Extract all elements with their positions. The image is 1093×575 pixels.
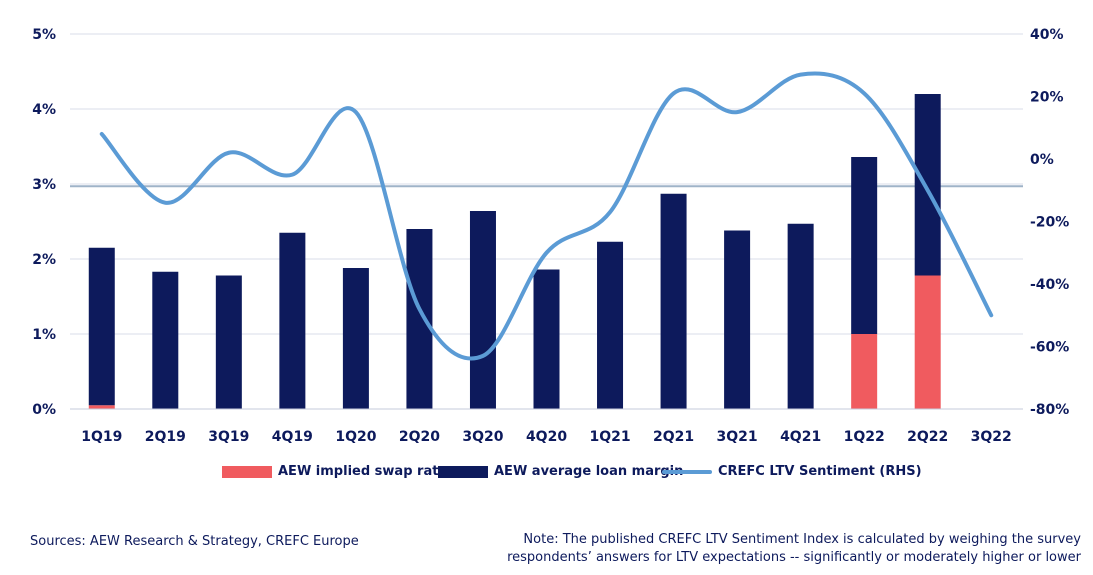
- right-tick-label: 0%: [1030, 152, 1054, 168]
- bar-loan-margin-4Q21: [787, 223, 814, 409]
- bar-loan-margin-3Q21: [724, 230, 751, 409]
- legend: AEW implied swap rate AEW average loan m…: [0, 464, 1093, 484]
- bar-loan-margin-2Q20: [406, 229, 433, 409]
- legend-swatch-swap-rate: [222, 465, 272, 478]
- right-tick-label: 20%: [1030, 90, 1064, 106]
- bar-swap-rate-2Q22: [914, 275, 941, 409]
- x-tick-label: 2Q21: [653, 429, 694, 445]
- legend-swatch-loan-margin: [438, 465, 488, 478]
- left-tick-label: 0%: [32, 402, 56, 418]
- left-tick-label: 5%: [32, 27, 56, 43]
- bar-loan-margin-3Q19: [215, 275, 242, 409]
- bars: [88, 94, 941, 409]
- bar-swap-rate-1Q19: [88, 405, 115, 409]
- bar-loan-margin-2Q21: [660, 193, 687, 409]
- bar-loan-margin-1Q22: [851, 157, 878, 334]
- x-tick-label: 1Q19: [81, 429, 122, 445]
- axes: 0% 1% 2% 3% 4% 5% -80% -60% -40% -20% 0% 20% 40% 1Q19…: [32, 27, 1069, 445]
- bar-loan-margin-1Q21: [597, 241, 624, 409]
- bar-loan-margin-3Q20: [469, 211, 496, 409]
- note-line-2: respondents’ answers for LTV expectation…: [507, 550, 1081, 565]
- note-line-1: Note: The published CREFC LTV Sentiment …: [523, 532, 1081, 547]
- right-tick-label: -40%: [1030, 277, 1069, 293]
- legend-swatch-ltv-sentiment: [662, 469, 712, 474]
- right-tick-label: 40%: [1030, 27, 1064, 43]
- right-tick-label: -60%: [1030, 340, 1069, 356]
- legend-item-ltv-sentiment: CREFC LTV Sentiment (RHS): [662, 464, 922, 479]
- note-text: Note: The published CREFC LTV Sentiment …: [441, 531, 1081, 567]
- x-tick-label: 3Q21: [717, 429, 758, 445]
- left-tick-label: 1%: [32, 327, 56, 343]
- x-tick-label: 4Q20: [526, 429, 567, 445]
- x-tick-label: 3Q22: [971, 429, 1012, 445]
- right-tick-label: -20%: [1030, 215, 1069, 231]
- sources-text: Sources: AEW Research & Strategy, CREFC …: [30, 534, 359, 549]
- legend-item-loan-margin: AEW average loan margin: [438, 464, 683, 479]
- legend-item-swap-rate: AEW implied swap rate: [222, 464, 447, 479]
- sentiment-line: [99, 71, 994, 361]
- legend-label-swap-rate: AEW implied swap rate: [278, 464, 448, 479]
- legend-label-loan-margin: AEW average loan margin: [494, 464, 684, 479]
- bar-loan-margin-1Q19: [88, 247, 115, 406]
- x-tick-label: 3Q20: [462, 429, 503, 445]
- bar-loan-margin-4Q20: [533, 269, 560, 409]
- left-tick-label: 3%: [32, 177, 56, 193]
- bar-loan-margin-2Q19: [152, 271, 179, 409]
- x-tick-label: 2Q22: [907, 429, 948, 445]
- left-tick-label: 2%: [32, 252, 56, 268]
- bar-loan-margin-4Q19: [279, 232, 306, 409]
- left-tick-label: 4%: [32, 102, 56, 118]
- legend-label-ltv-sentiment: CREFC LTV Sentiment (RHS): [718, 464, 922, 479]
- bar-loan-margin-2Q22: [914, 94, 941, 276]
- x-tick-label: 2Q19: [145, 429, 186, 445]
- x-tick-label: 1Q22: [844, 429, 885, 445]
- x-tick-label: 1Q20: [335, 429, 376, 445]
- bar-loan-margin-1Q20: [342, 268, 369, 409]
- bar-swap-rate-1Q22: [851, 334, 878, 409]
- x-tick-label: 1Q21: [589, 429, 630, 445]
- x-tick-label: 4Q21: [780, 429, 821, 445]
- right-tick-label: -80%: [1030, 402, 1069, 418]
- combo-chart: 0% 1% 2% 3% 4% 5% -80% -60% -40% -20% 0% 20% 40% 1Q19…: [32, 27, 1069, 445]
- x-tick-label: 3Q19: [208, 429, 249, 445]
- x-tick-label: 4Q19: [272, 429, 313, 445]
- series-line-ltv-sentiment: [99, 71, 994, 361]
- x-tick-label: 2Q20: [399, 429, 440, 445]
